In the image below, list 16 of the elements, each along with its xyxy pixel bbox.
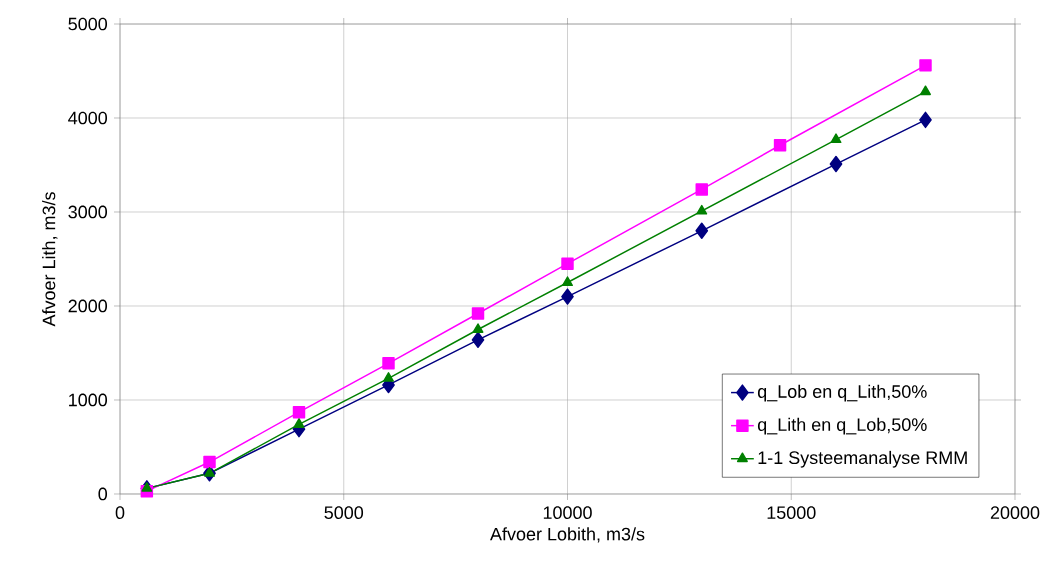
y-tick-label: 1000: [69, 393, 108, 407]
legend-label: 1-1 Systeemanalyse RMM: [758, 450, 967, 468]
x-tick-label: 20000: [990, 506, 1040, 519]
y-axis-title: Afvoer Lith, m3/s: [42, 192, 58, 327]
x-tick-label: 5000: [324, 506, 364, 519]
legend-label: q_Lith en q_Lob,50%: [757, 417, 927, 435]
x-axis-title: Afvoer Lobith, m3/s: [490, 527, 645, 543]
x-tick-label: 15000: [767, 506, 816, 519]
y-tick-label: 3000: [68, 205, 108, 219]
x-tick-label: 10000: [543, 506, 592, 519]
legend-label: q_Lob en q_Lith,50%: [757, 384, 927, 402]
y-tick-label: 5000: [68, 17, 108, 31]
y-tick-label: 0: [98, 487, 108, 501]
x-tick-label: 0: [115, 506, 125, 519]
y-tick-label: 2000: [68, 299, 108, 313]
y-tick-label: 4000: [68, 111, 108, 125]
